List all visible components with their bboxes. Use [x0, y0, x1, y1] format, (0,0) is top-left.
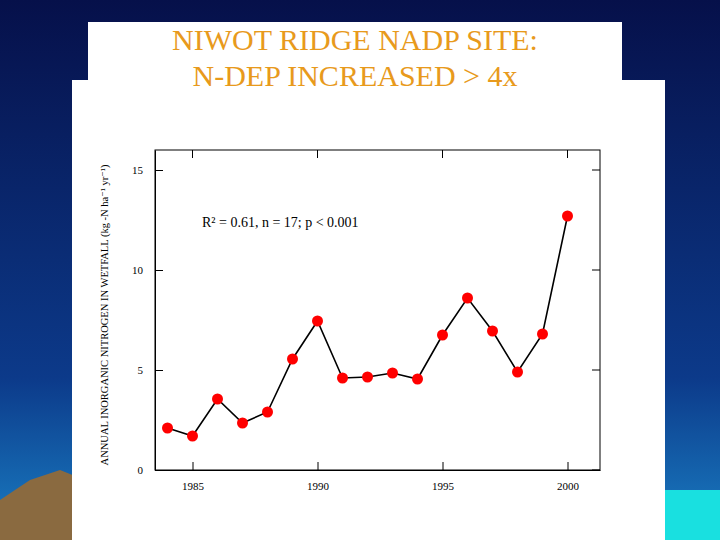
- data-point: [237, 418, 248, 429]
- x-tick-mark-top: [442, 150, 443, 158]
- data-point: [387, 368, 398, 379]
- y-axis-line: [155, 151, 156, 471]
- x-tick-label: 1985: [182, 480, 205, 492]
- y-tick-mark: [155, 470, 163, 471]
- data-point: [512, 367, 523, 378]
- data-point: [362, 372, 373, 383]
- y-tick: 15: [132, 164, 163, 176]
- x-tick-mark-top: [567, 150, 568, 158]
- data-point: [462, 293, 473, 304]
- data-point: [312, 316, 323, 327]
- title: NIWOT RIDGE NADP SITE:: [172, 23, 538, 56]
- x-axis-line: [156, 470, 601, 471]
- plot-marks: [162, 211, 573, 442]
- y-tick: 10: [132, 264, 163, 276]
- x-tick-mark: [443, 462, 444, 470]
- y-tick-mark: [155, 270, 163, 271]
- x-tick-mark-top: [192, 150, 193, 158]
- background: [0, 0, 720, 540]
- x-tick: 1990: [307, 462, 330, 492]
- y-tick-label: 5: [138, 364, 144, 376]
- data-point: [437, 330, 448, 341]
- x-tick-mark: [193, 462, 194, 470]
- plot-frame: [155, 150, 600, 470]
- data-point: [187, 431, 198, 442]
- x-axis: 1985 1990 1995 2000: [156, 462, 601, 492]
- y-tick-mark: [155, 170, 163, 171]
- y-tick-mark-right: [592, 170, 600, 171]
- y-tick: 0: [138, 464, 164, 476]
- x-tick: 2000: [557, 462, 580, 492]
- x-tick: 1985: [182, 462, 205, 492]
- x-tick-mark: [568, 462, 569, 470]
- data-line: [168, 216, 568, 436]
- data-point: [562, 211, 573, 222]
- x-tick-mark-top: [317, 150, 318, 158]
- y-axis-title: ANNUAL INORGANIC NITROGEN IN WETFALL (kg…: [99, 164, 111, 465]
- data-point: [162, 423, 173, 434]
- x-tick: 1995: [432, 462, 455, 492]
- y-tick-label: 10: [132, 264, 144, 276]
- x-tick-label: 1990: [307, 480, 330, 492]
- x-tick-label: 1995: [432, 480, 455, 492]
- x-tick-mark: [318, 462, 319, 470]
- data-point: [337, 373, 348, 384]
- y-tick-mark-right: [592, 270, 600, 271]
- y-tick: 5: [138, 364, 164, 376]
- mountain: [0, 470, 80, 540]
- data-point: [537, 329, 548, 340]
- y-tick-mark-right: [592, 370, 600, 371]
- x-tick-label: 2000: [557, 480, 580, 492]
- chart-panel: [72, 80, 665, 540]
- data-point: [212, 394, 223, 405]
- y-tick-label: 15: [132, 164, 144, 176]
- data-point: [487, 326, 498, 337]
- y-axis: 0 5 10 15: [132, 151, 163, 477]
- data-point: [262, 407, 273, 418]
- subtitle: N-DEP INCREASED > 4x: [193, 59, 518, 92]
- data-point: [412, 374, 423, 385]
- slide: NIWOT RIDGE NADP SITE:N-DEP INCREASED > …: [0, 0, 720, 540]
- y-tick-label: 0: [138, 464, 144, 476]
- y-tick-mark: [155, 370, 163, 371]
- y-tick-mark-right: [592, 470, 600, 471]
- data-point: [287, 354, 298, 365]
- annotation: R² = 0.61, n = 17; p < 0.001: [202, 215, 359, 230]
